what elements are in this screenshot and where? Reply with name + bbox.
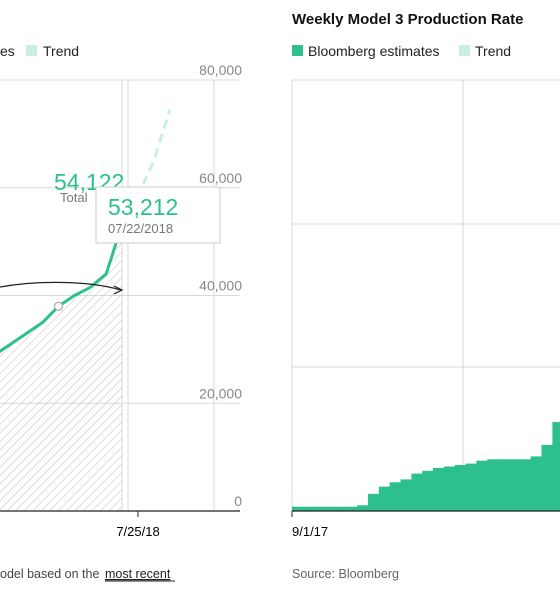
right-bar (422, 470, 434, 511)
right-bar (346, 506, 358, 511)
right-bar (357, 505, 369, 511)
right-x-tick-label: 9/1/17 (292, 524, 328, 539)
right-bars (292, 421, 560, 511)
right-bar (509, 459, 521, 511)
tooltip-date: 07/22/2018 (108, 221, 173, 236)
footer-source: Source: Bloomberg (292, 567, 399, 581)
right-legend-trend-label: Trend (475, 43, 511, 59)
left-y-axis: 80,000 60,000 40,000 20,000 0 (199, 62, 242, 509)
tooltip: 53,212 07/22/2018 (95, 186, 221, 244)
left-y-tick-label: 60,000 (199, 170, 242, 186)
left-estimate-line (0, 223, 124, 354)
left-legend-trend-swatch (26, 45, 37, 56)
right-bar (476, 460, 488, 511)
tooltip-value: 53,212 (108, 194, 178, 220)
right-chart-title: Weekly Model 3 Production Rate (292, 11, 523, 28)
right-bar (465, 463, 477, 511)
left-y-tick-label: 80,000 (199, 62, 242, 78)
right-bar (530, 456, 543, 511)
right-bar (335, 506, 347, 511)
right-bar (411, 473, 423, 511)
right-bar (519, 459, 532, 511)
right-legend-estimates-swatch (292, 45, 303, 56)
right-bar (443, 466, 456, 511)
arrow-annotation (0, 281, 122, 291)
right-bar (313, 506, 326, 511)
right-bar (454, 465, 467, 511)
left-historical-area (0, 224, 123, 511)
right-bar (487, 459, 499, 511)
left-x-tick-label: 7/25/18 (116, 524, 159, 539)
arrow-head-icon (113, 285, 124, 295)
right-bar (367, 493, 380, 511)
right-gridlines (291, 79, 560, 511)
right-bar (292, 506, 304, 511)
left-y-tick-label: 40,000 (199, 278, 242, 294)
right-bar (498, 459, 510, 511)
total-label: Total (60, 190, 88, 205)
right-chart: Weekly Model 3 Production Rate Bloomberg… (291, 11, 560, 539)
left-legend-trend-label: Trend (43, 43, 79, 59)
right-bar (400, 479, 412, 511)
right-bar (552, 421, 560, 511)
right-bar (324, 506, 336, 511)
left-point-marker (53, 301, 64, 311)
right-bar (433, 467, 445, 511)
footer-left-text: odel based on the (0, 567, 99, 581)
left-y-tick-label: 0 (234, 493, 242, 509)
left-y-tick-label: 20,000 (199, 385, 242, 401)
right-legend-estimates-label: Bloomberg estimates (308, 43, 440, 59)
most-recent-link[interactable]: most recent (105, 567, 171, 581)
right-bar (302, 506, 315, 511)
left-legend-estimates-label: es (0, 43, 15, 59)
footer: odel based on the most recent Source: Bl… (0, 567, 399, 582)
right-bar (378, 486, 391, 511)
right-bar (389, 482, 401, 511)
right-legend-trend-swatch (459, 45, 470, 56)
right-bar (541, 444, 553, 511)
tooltip-box (95, 186, 221, 244)
